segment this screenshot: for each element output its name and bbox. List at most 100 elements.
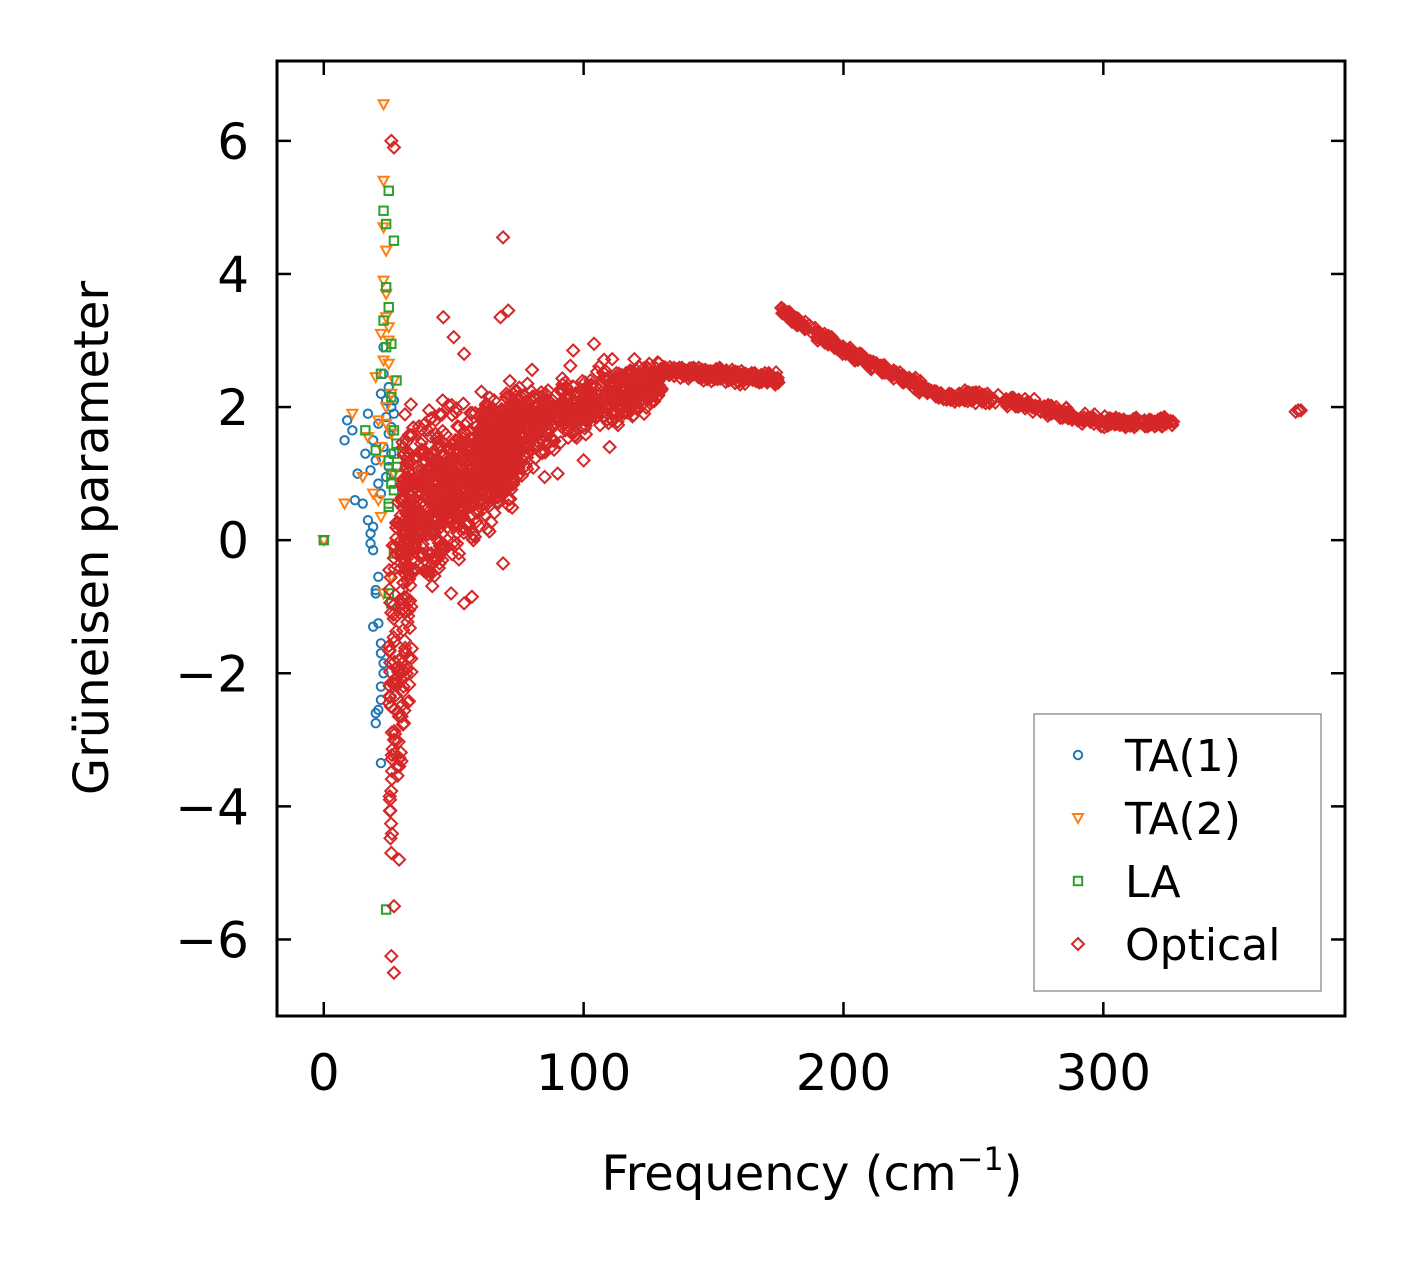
point-optical — [451, 552, 467, 567]
point-la — [383, 302, 394, 313]
point-optical — [608, 365, 624, 381]
point-optical — [723, 370, 739, 386]
point-ta-1 — [375, 388, 387, 399]
point-optical — [455, 396, 471, 412]
point-optical — [386, 898, 402, 914]
point-optical — [384, 826, 400, 842]
point-optical — [512, 457, 528, 473]
point-optical — [386, 629, 402, 645]
point-optical — [560, 392, 575, 408]
point-optical — [617, 375, 633, 390]
point-la — [391, 375, 402, 386]
point-optical — [602, 375, 618, 390]
point-optical — [387, 538, 403, 554]
point-optical — [678, 365, 694, 381]
point-optical — [395, 684, 410, 700]
point-ta-2 — [371, 495, 386, 508]
point-optical — [489, 438, 504, 454]
y-tick-label: 6 — [217, 113, 249, 171]
point-optical — [1101, 417, 1117, 433]
point-optical — [391, 518, 407, 533]
point-optical — [503, 390, 519, 406]
point-optical — [496, 477, 512, 493]
point-optical — [584, 398, 600, 414]
point-la — [388, 425, 400, 436]
point-optical — [404, 664, 419, 680]
point-optical — [424, 578, 440, 594]
point-ta-1 — [373, 478, 384, 489]
point-optical — [944, 390, 960, 406]
point-optical — [911, 378, 927, 394]
point-optical — [381, 581, 397, 597]
point-optical — [398, 559, 414, 575]
y-tick-label: −4 — [175, 778, 249, 836]
point-optical — [776, 305, 792, 320]
point-ta-2 — [376, 355, 391, 368]
point-optical — [557, 375, 573, 390]
point-optical — [395, 476, 411, 492]
point-optical — [531, 412, 547, 428]
point-optical — [390, 494, 406, 510]
point-optical — [432, 456, 447, 472]
point-optical — [397, 406, 413, 422]
point-optical — [469, 514, 484, 529]
point-optical — [401, 492, 417, 508]
point-optical — [465, 526, 481, 542]
point-ta-1 — [357, 498, 368, 509]
point-la — [378, 315, 389, 326]
point-optical — [443, 585, 459, 601]
point-optical — [403, 500, 418, 516]
point-optical — [624, 373, 640, 389]
point-optical — [527, 404, 542, 420]
point-optical — [540, 383, 556, 398]
point-optical — [432, 406, 447, 422]
point-optical — [636, 406, 652, 422]
point-optical — [964, 385, 980, 401]
point-optical — [382, 595, 398, 611]
point-ta-2 — [384, 388, 399, 401]
point-optical — [399, 473, 415, 489]
point-optical — [444, 512, 460, 528]
point-ta-1 — [347, 425, 358, 436]
point-optical — [1133, 414, 1148, 430]
point-optical — [456, 346, 472, 362]
point-ta-1 — [362, 408, 374, 419]
point-optical — [416, 516, 431, 531]
point-optical — [692, 366, 708, 382]
point-optical — [445, 506, 461, 521]
point-optical — [768, 374, 784, 390]
point-optical — [468, 503, 483, 519]
point-optical — [503, 410, 518, 426]
y-axis-label: Grüneisen parameter — [64, 281, 120, 796]
point-la — [318, 534, 329, 546]
point-la — [388, 235, 400, 246]
point-optical — [386, 965, 402, 981]
point-optical — [461, 516, 477, 531]
point-optical — [511, 412, 527, 428]
point-optical — [650, 381, 666, 397]
point-optical — [386, 701, 402, 717]
point-ta-2 — [376, 99, 391, 112]
point-optical — [797, 319, 812, 335]
point-optical — [443, 457, 459, 473]
point-optical — [518, 458, 534, 474]
point-ta-2 — [379, 418, 393, 431]
x-tick-label: 300 — [1056, 1044, 1151, 1102]
point-optical — [440, 458, 455, 474]
point-optical — [382, 803, 398, 819]
point-ta-1 — [365, 538, 376, 549]
point-optical — [892, 365, 908, 380]
point-optical — [476, 409, 492, 425]
point-optical — [958, 389, 974, 404]
point-optical — [553, 412, 569, 428]
point-optical — [400, 608, 416, 624]
point-optical — [504, 448, 519, 464]
point-optical — [427, 458, 443, 474]
point-optical — [666, 360, 682, 376]
point-optical — [477, 426, 493, 442]
point-optical — [533, 385, 549, 400]
y-tick-label: 2 — [217, 379, 249, 437]
point-optical — [435, 309, 451, 325]
point-optical — [602, 439, 618, 455]
